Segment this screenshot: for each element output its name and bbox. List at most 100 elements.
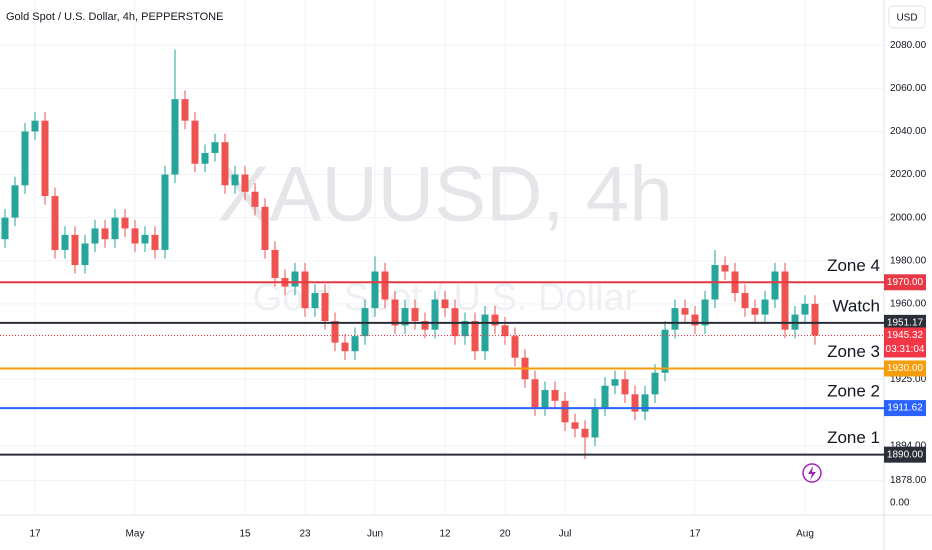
candle-body	[441, 299, 449, 309]
level-price-tag	[884, 360, 926, 377]
x-tick-label: 15	[239, 529, 251, 540]
candle-body	[141, 234, 149, 244]
candle-body	[511, 336, 519, 358]
candle-body	[591, 407, 599, 438]
candle-body	[661, 329, 669, 373]
candle-body	[741, 293, 749, 309]
level-price-tag	[884, 314, 926, 331]
candle-body	[121, 217, 129, 229]
candle-body	[81, 243, 89, 266]
candle-body	[801, 303, 809, 315]
candle-body	[401, 308, 409, 326]
candle-body	[291, 271, 299, 287]
candle-body	[811, 303, 819, 336]
y-tick-label: 2020.00	[890, 169, 927, 180]
watermark: XAUUSD, 4h	[217, 150, 672, 238]
x-tick-label: 17	[689, 529, 701, 540]
candle-body	[61, 234, 69, 250]
candle-body	[71, 234, 79, 266]
y-tick-label: 2040.00	[890, 126, 927, 137]
x-tick-label: Jun	[367, 529, 383, 540]
candle-body	[541, 390, 549, 408]
candle-body	[631, 394, 639, 412]
candle-body	[481, 314, 489, 352]
level-price-label: 1951.17	[887, 317, 924, 328]
chart-title: Gold Spot / U.S. Dollar, 4h, PEPPERSTONE	[6, 11, 223, 23]
candle-body	[231, 174, 239, 186]
level-price-label: 1930.00	[887, 363, 924, 374]
candle-body	[111, 217, 119, 240]
y-tick-label: 1980.00	[890, 255, 927, 266]
level-price-label: 1970.00	[887, 277, 924, 288]
candle-body	[581, 428, 589, 438]
candle-body	[101, 228, 109, 240]
candle-body	[211, 142, 219, 153]
candle-body	[421, 321, 429, 330]
level-label: Zone 3	[827, 342, 880, 361]
candle-body	[691, 314, 699, 326]
candle-body	[371, 271, 379, 309]
x-tick-label: Aug	[796, 529, 814, 540]
candle-body	[301, 271, 309, 309]
candle-body	[181, 99, 189, 121]
candle-body	[491, 314, 499, 326]
currency-label: USD	[896, 13, 917, 24]
candle-body	[411, 308, 419, 322]
candle-body	[191, 120, 199, 164]
level-label: Zone 1	[827, 428, 880, 447]
alert-bolt	[808, 466, 816, 480]
candle-body	[621, 379, 629, 395]
level-price-tag	[884, 274, 926, 291]
candle-body	[721, 265, 729, 272]
candle-body	[161, 174, 169, 250]
level-price-tag	[884, 400, 926, 417]
candle-body	[261, 206, 269, 250]
y-tick-label: 1925.00	[890, 374, 927, 385]
current-price-tag	[884, 327, 926, 358]
candle-body	[1, 217, 9, 240]
candle-body	[551, 390, 559, 401]
candle-body	[341, 342, 349, 352]
candle-body	[531, 379, 539, 408]
candle-body	[131, 228, 139, 244]
candle-body	[751, 308, 759, 315]
currency-button[interactable]	[888, 5, 926, 29]
candle-body	[671, 308, 679, 330]
candle-body	[311, 293, 319, 309]
candle-body	[271, 249, 279, 278]
level-price-label: 1890.00	[887, 449, 924, 460]
extra-axis-label: 0.00	[890, 498, 910, 509]
candle-body	[561, 400, 569, 423]
candle-body	[251, 191, 259, 207]
candle-body	[771, 271, 779, 300]
candle-body	[41, 120, 49, 197]
x-tick-label: 12	[439, 529, 451, 540]
level-price-label: 1911.62	[887, 403, 923, 414]
candle-body	[471, 321, 479, 352]
candle-body	[641, 394, 649, 412]
candle-body	[11, 185, 19, 218]
level-label: Zone 2	[827, 382, 880, 401]
candle-body	[601, 385, 609, 408]
candle-body	[331, 321, 339, 343]
candle-body	[461, 321, 469, 337]
candle-body	[701, 299, 709, 326]
candle-body	[611, 379, 619, 386]
candle-body	[351, 336, 359, 352]
candle-body	[681, 308, 689, 315]
candle-body	[381, 271, 389, 300]
candle-body	[151, 234, 159, 250]
y-tick-label: 1878.00	[890, 475, 927, 486]
candle-body	[171, 99, 179, 175]
y-tick-label: 1960.00	[890, 298, 927, 309]
y-tick-label: 2060.00	[890, 83, 927, 94]
level-label: Watch	[832, 296, 880, 315]
candle-body	[761, 299, 769, 315]
candle-body	[431, 299, 439, 330]
x-tick-label: 17	[29, 529, 41, 540]
candle-body	[391, 299, 399, 326]
countdown: 03:31:04	[886, 344, 925, 355]
x-tick-label: 23	[299, 529, 311, 540]
candle-body	[571, 422, 579, 429]
